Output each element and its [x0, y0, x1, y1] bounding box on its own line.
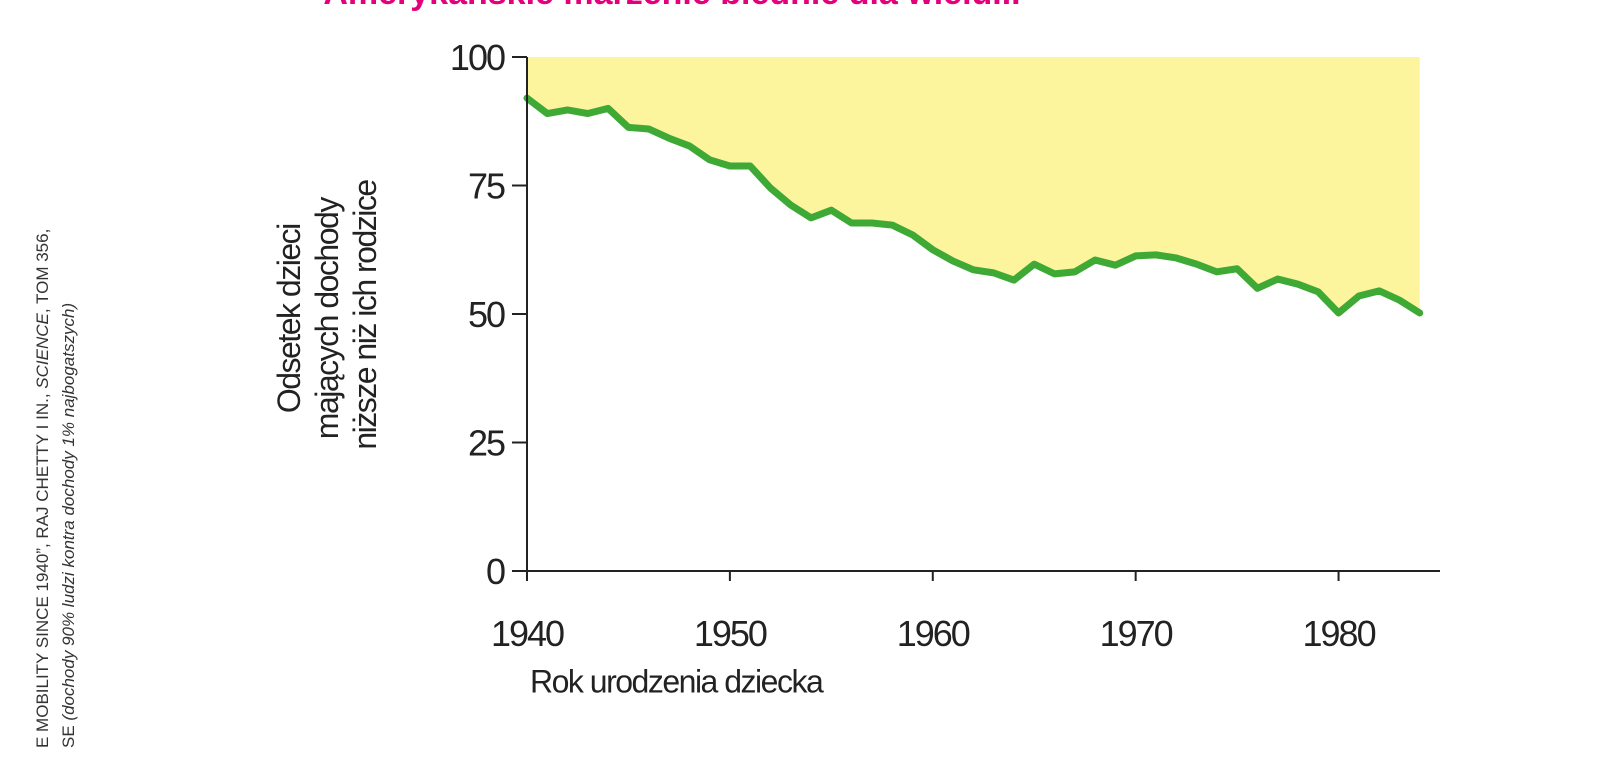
y-axis-label-line: niższe niż ich rodzice [347, 180, 383, 450]
source-line: SE (dochody 90% ludzi kontra dochody 1% … [59, 303, 78, 748]
y-tick-label: 50 [468, 294, 505, 335]
x-tick-label: 1970 [1100, 613, 1173, 654]
y-axis-label: Odsetek dzieci mających dochody niższe n… [271, 180, 383, 450]
source-line: E MOBILITY SINCE 1940”, RAJ CHETTY I IN.… [33, 229, 52, 748]
x-axis-label: Rok urodzenia dziecka [530, 663, 824, 699]
x-tick-label: 1950 [694, 613, 767, 654]
y-axis-label-line: mających dochody [309, 197, 345, 440]
y-tick-label: 100 [450, 37, 505, 78]
x-tick-label: 1960 [897, 613, 970, 654]
chart-title: Amerykańskie marzenie blednie dla wielu.… [323, 0, 1020, 12]
y-tick-label: 25 [468, 423, 505, 464]
source-text: E MOBILITY SINCE 1940”, RAJ CHETTY I IN.… [33, 389, 52, 748]
source-text: SE [59, 721, 78, 748]
source-text: SCIENCE [33, 312, 52, 388]
x-tick-label: 1940 [491, 613, 564, 654]
y-axis-label-line: Odsetek dzieci [271, 224, 307, 413]
source-text: , TOM 356, [33, 229, 52, 313]
x-tick-label: 1980 [1303, 613, 1376, 654]
source-text: (dochody 90% ludzi kontra dochody 1% naj… [59, 303, 78, 721]
y-tick-label: 0 [486, 551, 505, 592]
y-tick-label: 75 [468, 166, 505, 207]
line [523, 94, 1424, 317]
area [527, 57, 1420, 313]
